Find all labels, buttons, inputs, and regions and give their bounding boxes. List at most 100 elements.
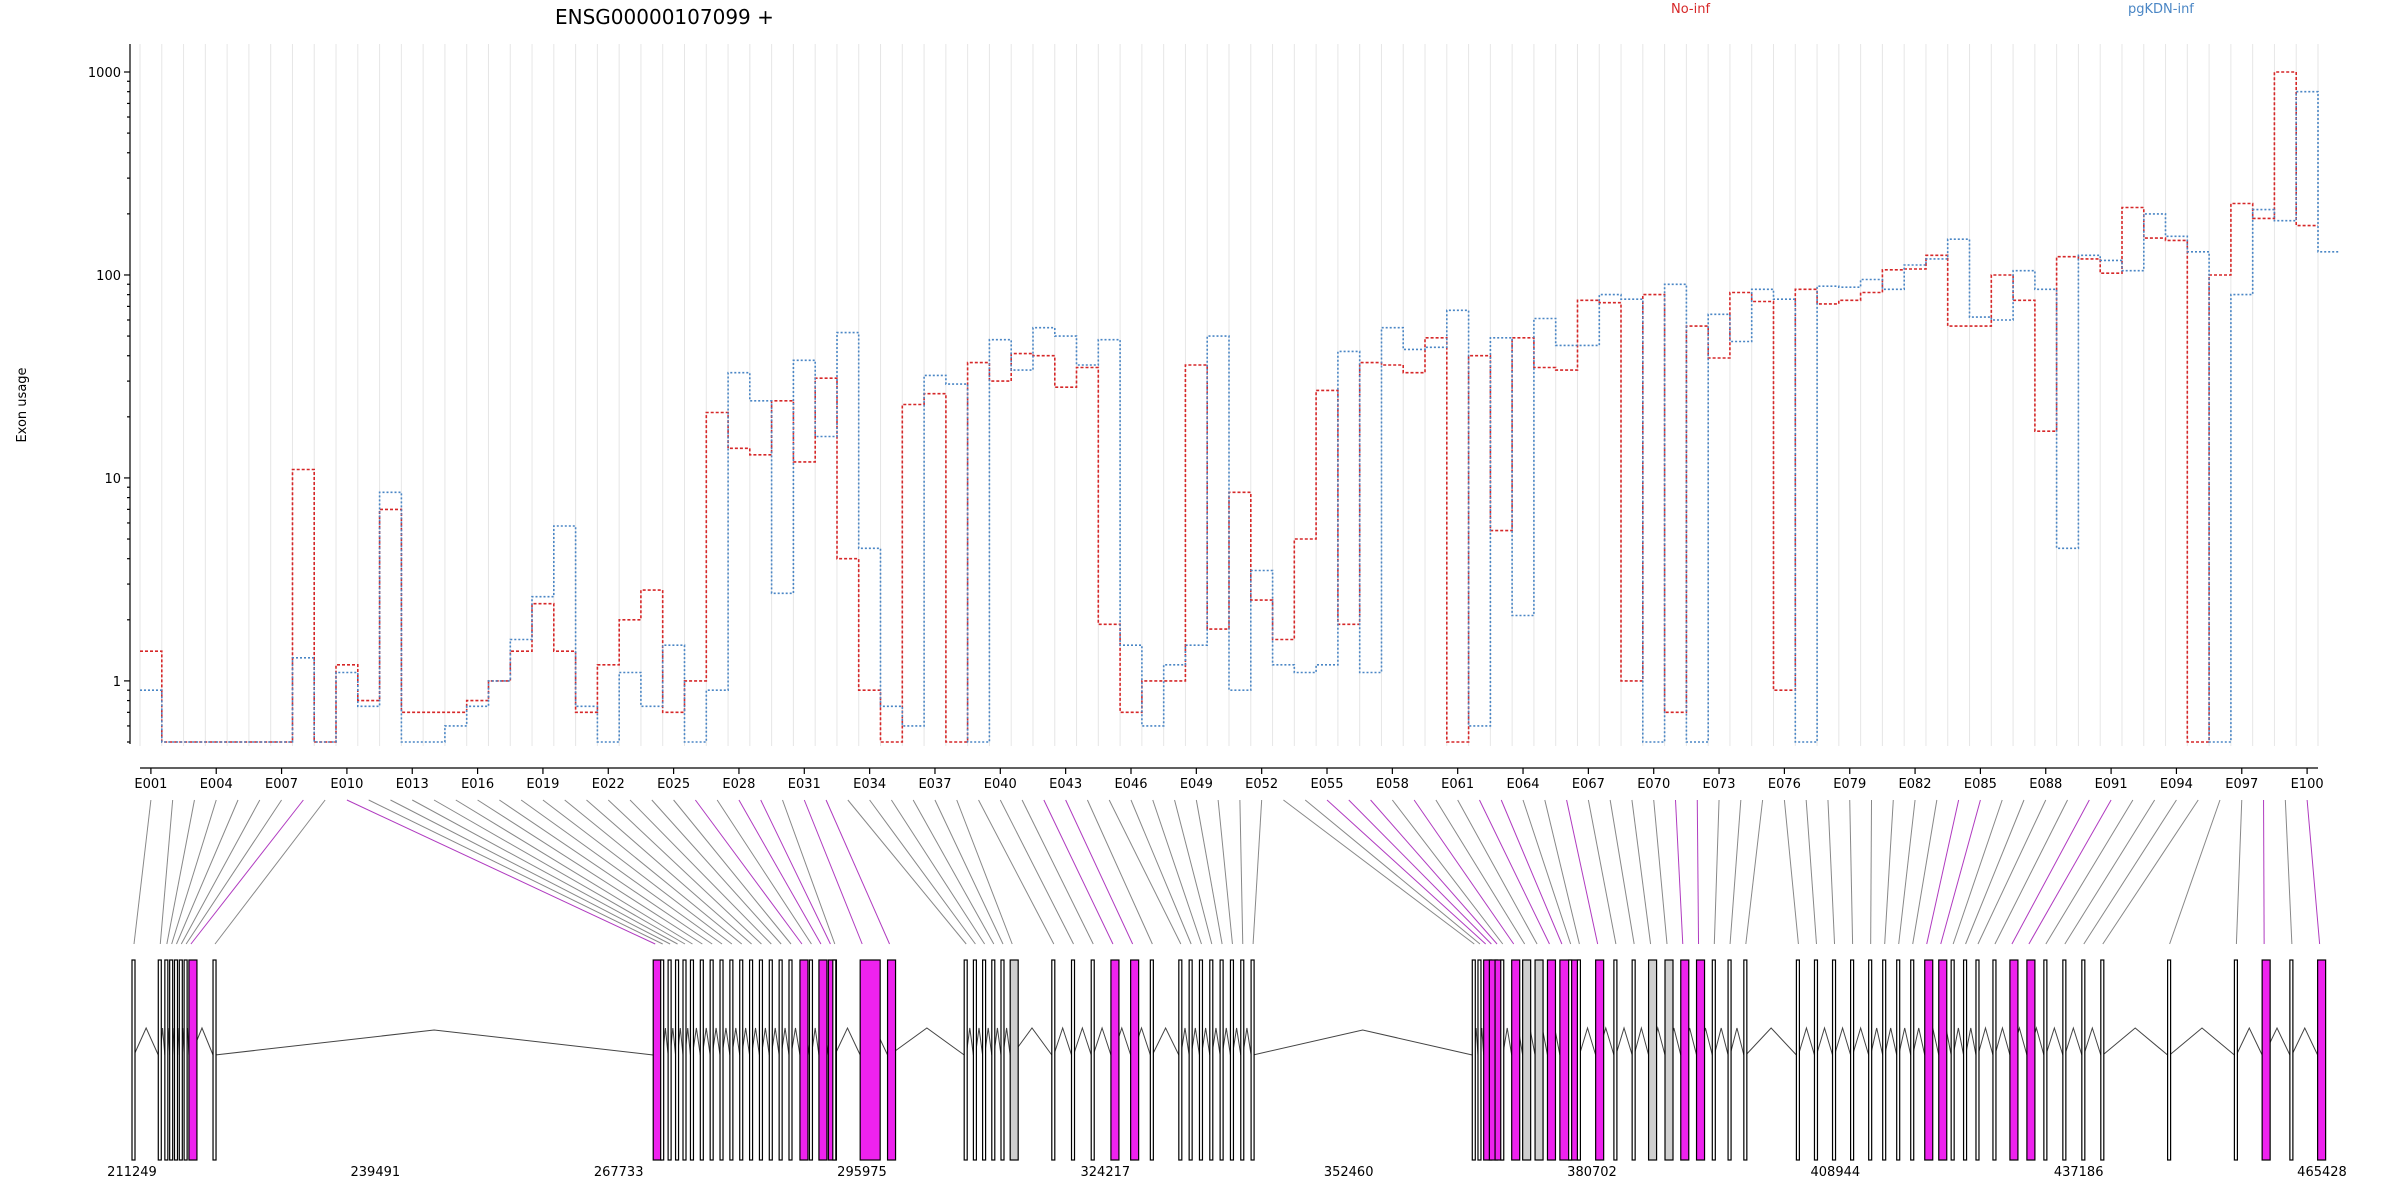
exon-box xyxy=(212,959,217,1161)
x-tick-label: E025 xyxy=(657,777,690,792)
exon-connector xyxy=(716,799,812,945)
exon-box xyxy=(660,959,665,1161)
exon-connector xyxy=(2306,799,2321,945)
x-tick-label: E064 xyxy=(1507,777,1540,792)
exon-connector xyxy=(1130,799,1192,945)
x-tick-label: E091 xyxy=(2095,777,2128,792)
exon-connector xyxy=(2169,799,2221,945)
x-tick-label: E067 xyxy=(1572,777,1605,792)
x-tick-label: E004 xyxy=(200,777,233,792)
exon-box xyxy=(963,959,968,1161)
exon-connector xyxy=(390,799,671,945)
x-tick-label: E058 xyxy=(1376,777,1409,792)
intron-line xyxy=(1912,1027,1926,1056)
legend-entry-pgkdn-inf: pgKDN-inf xyxy=(2128,2,2194,17)
exon-box xyxy=(778,959,783,1161)
exon-connector xyxy=(166,799,195,945)
exon-box xyxy=(1743,959,1748,1161)
exon-connector xyxy=(1827,799,1836,945)
exon-connector xyxy=(2235,799,2243,945)
intron-line xyxy=(1729,1027,1745,1056)
exon-box xyxy=(1130,959,1140,1161)
intron-line xyxy=(1053,1026,1072,1056)
exon-connector xyxy=(1713,799,1720,945)
x-tick-label: E022 xyxy=(592,777,625,792)
x-tick-label: E013 xyxy=(396,777,429,792)
exon-box xyxy=(1924,959,1934,1161)
intron-line xyxy=(1870,1027,1884,1056)
exon-box xyxy=(2289,959,2294,1161)
exon-box xyxy=(1831,959,1837,1161)
exon-box xyxy=(1576,959,1582,1161)
x-tick-label: E037 xyxy=(918,777,951,792)
exon-box xyxy=(2167,959,2172,1161)
exon-connector xyxy=(1043,799,1114,945)
exon-connector xyxy=(176,799,239,945)
intron-line xyxy=(1965,1027,1977,1056)
exon-connector xyxy=(2102,799,2199,945)
exon-box xyxy=(859,959,881,1161)
exon-box xyxy=(1962,959,1968,1161)
series-line-no-inf xyxy=(140,71,2318,743)
exon-connector xyxy=(1870,799,1873,945)
exon-connector xyxy=(1457,799,1538,945)
exon-connector xyxy=(1994,799,2068,945)
intron-line xyxy=(2169,1027,2235,1056)
exon-box xyxy=(689,959,695,1161)
exon-box xyxy=(709,959,714,1161)
exon-box xyxy=(1695,959,1706,1161)
genomic-coordinate-label: 437186 xyxy=(2054,1165,2104,1180)
exon-box xyxy=(2233,959,2238,1161)
exon-box xyxy=(1534,959,1544,1161)
x-tick-label: E046 xyxy=(1114,777,1147,792)
legend-entry-no-inf: No-inf xyxy=(1671,2,1710,17)
x-tick-label: E016 xyxy=(461,777,494,792)
exon-connector xyxy=(1631,799,1652,945)
exon-connector xyxy=(542,799,733,945)
exon-box xyxy=(1110,959,1120,1161)
exon-box xyxy=(1546,959,1557,1161)
exon-box xyxy=(972,959,977,1161)
exon-connector xyxy=(2083,799,2177,945)
intron-line xyxy=(1745,1027,1797,1056)
exon-box xyxy=(1250,959,1255,1161)
exon-connector xyxy=(1729,799,1742,945)
exon-connector xyxy=(499,799,713,945)
intron-line xyxy=(1898,1027,1912,1056)
intron-line xyxy=(2045,1026,2064,1056)
exon-box xyxy=(674,959,680,1161)
exon-connector xyxy=(1653,799,1668,945)
x-tick-label: E061 xyxy=(1441,777,1474,792)
exon-connector xyxy=(133,799,152,945)
exon-box xyxy=(1522,959,1532,1161)
exon-box xyxy=(808,959,814,1161)
exon-connector xyxy=(185,799,282,945)
exon-connector xyxy=(433,799,686,945)
exon-connector xyxy=(2064,799,2156,945)
exon-connector xyxy=(825,799,891,945)
chart-title-group: ENSG00000107099 + xyxy=(555,5,774,29)
x-tick-label: E076 xyxy=(1768,777,1801,792)
exon-connector xyxy=(412,799,678,945)
series-lines xyxy=(140,71,2340,743)
exon-connector xyxy=(1696,799,1700,945)
exon-connector xyxy=(1195,799,1223,945)
exon-connector xyxy=(978,799,1055,945)
exon-box xyxy=(1850,959,1855,1161)
exon-connector xyxy=(1544,799,1580,945)
exon-connector xyxy=(651,799,782,945)
genomic-coordinate-label: 465428 xyxy=(2297,1165,2347,1180)
x-tick-label: E073 xyxy=(1703,777,1736,792)
exon-box xyxy=(157,959,162,1161)
exon-box xyxy=(818,959,828,1161)
exon-box xyxy=(1595,959,1605,1161)
exon-box xyxy=(178,959,183,1161)
exon-connector xyxy=(934,799,1004,945)
exon-connector xyxy=(1884,799,1894,945)
x-tick-label: E001 xyxy=(134,777,167,792)
exon-box xyxy=(719,959,724,1161)
exon-box xyxy=(652,959,662,1161)
exon-box xyxy=(1795,959,1801,1161)
exon-connector xyxy=(455,799,693,945)
